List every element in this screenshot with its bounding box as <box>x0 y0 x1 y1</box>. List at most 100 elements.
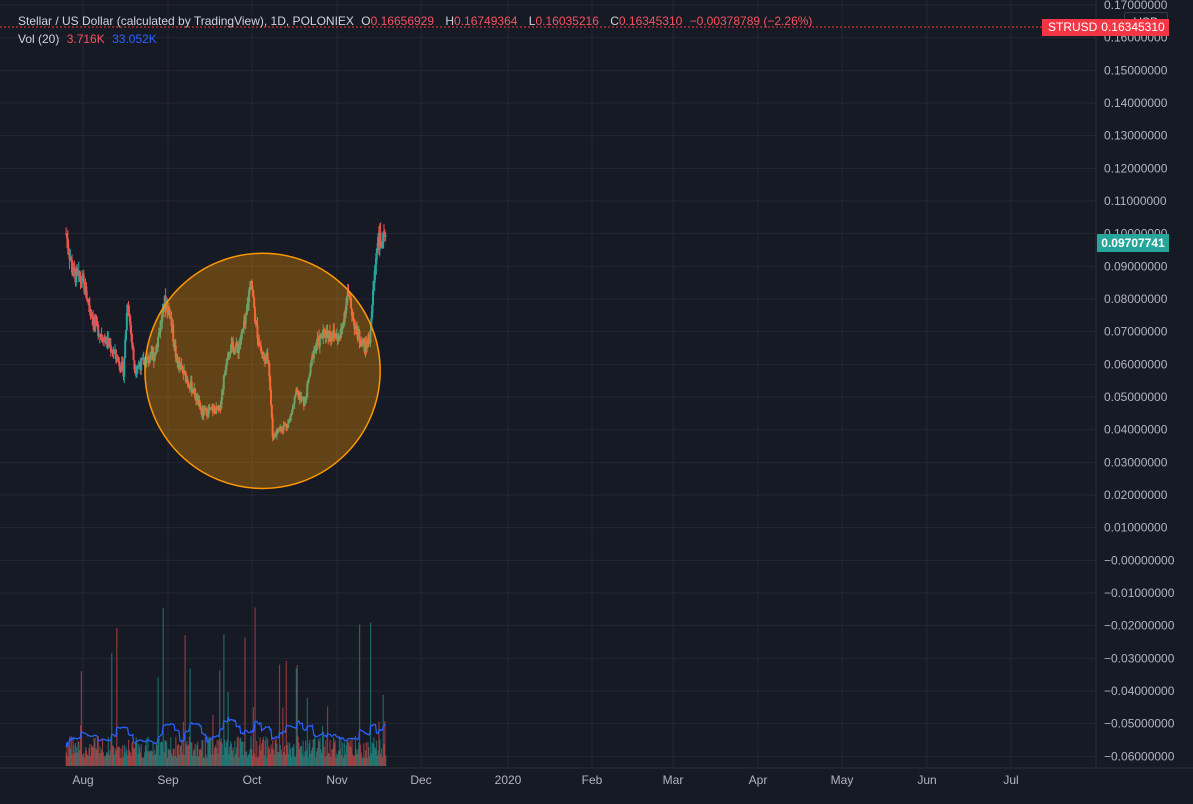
volume-bar <box>363 743 365 766</box>
volume-bar <box>223 634 225 766</box>
volume-bar <box>69 736 71 766</box>
candle-body <box>187 383 190 385</box>
volume-bar <box>267 738 269 766</box>
volume-bar <box>136 742 138 766</box>
volume-bar <box>344 754 346 766</box>
volume-bar <box>331 749 333 766</box>
volume-bar <box>194 743 196 766</box>
volume-bar <box>354 736 356 766</box>
low-value: 0.16035216 <box>535 14 599 28</box>
volume-bar <box>133 748 135 766</box>
volume-bar <box>74 753 76 766</box>
volume-bar <box>138 746 141 766</box>
candle-body <box>300 396 303 400</box>
volume-bar <box>342 742 344 766</box>
price-tick-label: 0.01000000 <box>1104 521 1168 535</box>
volume-bar <box>230 743 233 766</box>
candle-body <box>209 407 212 411</box>
volume-bar <box>204 736 206 766</box>
volume-bar <box>93 738 95 766</box>
candle-body <box>273 433 276 438</box>
volume-bar <box>149 751 151 766</box>
volume-bar <box>239 738 241 766</box>
volume-bar <box>187 744 190 766</box>
candle-body <box>286 423 289 429</box>
volume-bar <box>192 755 194 766</box>
volume-bar <box>109 750 111 766</box>
candle-body <box>220 400 223 409</box>
candle-body <box>198 399 201 403</box>
volume-bar <box>115 750 117 766</box>
volume-bar <box>191 742 193 766</box>
volume-bar <box>210 754 212 766</box>
volume-bar <box>255 757 257 766</box>
volume-bar <box>122 756 125 766</box>
volume-bar <box>321 752 323 766</box>
volume-bar <box>375 740 378 766</box>
volume-bar <box>192 750 195 766</box>
volume-bar <box>257 757 259 766</box>
volume-bar <box>101 738 104 766</box>
candle-body <box>257 338 260 342</box>
candle-body <box>355 325 358 335</box>
candle-body <box>225 364 228 371</box>
volume-bar <box>219 670 221 766</box>
volume-bar <box>358 742 360 766</box>
volume-bar <box>209 737 211 766</box>
volume-bar <box>310 753 312 766</box>
volume-bar <box>253 753 255 766</box>
time-tick-label: 2020 <box>495 773 522 787</box>
volume-bar <box>113 754 115 766</box>
candle-body <box>230 343 233 352</box>
volume-bar <box>155 742 158 766</box>
volume-label[interactable]: Vol (20) <box>18 32 60 46</box>
volume-bar <box>76 752 78 766</box>
price-tick-label: 0.12000000 <box>1104 161 1168 175</box>
candle-body <box>240 332 243 340</box>
candle-body <box>174 345 177 358</box>
candle-body <box>268 363 271 377</box>
price-tick-label: −0.03000000 <box>1104 651 1175 665</box>
candle-body <box>367 338 370 342</box>
candle-body <box>87 298 90 306</box>
candle-body <box>358 330 361 341</box>
volume-bar <box>291 747 293 766</box>
candle-body <box>121 362 124 364</box>
volume-bar <box>326 706 329 766</box>
candle-body <box>376 248 379 254</box>
volume-bar <box>348 746 351 766</box>
volume-bar <box>322 736 324 766</box>
volume-bar <box>184 635 186 766</box>
volume-bar <box>68 745 70 766</box>
volume-bar <box>203 757 205 766</box>
volume-bar <box>244 637 246 766</box>
open-value: 0.16656929 <box>370 14 435 28</box>
candle-body <box>73 267 76 271</box>
candle-body <box>324 335 327 337</box>
price-tick-label: −0.00000000 <box>1104 553 1175 567</box>
volume-bar <box>295 668 297 766</box>
price-tick-label: 0.14000000 <box>1104 96 1168 110</box>
volume-bar <box>116 628 118 766</box>
candle-body <box>161 312 164 322</box>
candle-body <box>133 360 136 370</box>
volume-bar <box>82 754 84 766</box>
candle-body <box>261 353 264 359</box>
candle-body <box>375 253 378 265</box>
volume-bar <box>277 751 279 766</box>
volume-bar <box>73 744 75 766</box>
volume-bar <box>249 749 251 766</box>
close-value: 0.16345310 <box>618 14 683 28</box>
volume-bar <box>246 757 249 766</box>
volume-bar <box>69 748 72 766</box>
volume-bar <box>144 745 147 766</box>
volume-bar <box>205 754 207 766</box>
low-key: L <box>528 14 536 28</box>
candle-body <box>246 304 249 312</box>
volume-bar <box>176 757 178 766</box>
volume-bar <box>250 736 252 766</box>
volume-bar <box>254 607 256 766</box>
volume-bar <box>120 748 122 766</box>
